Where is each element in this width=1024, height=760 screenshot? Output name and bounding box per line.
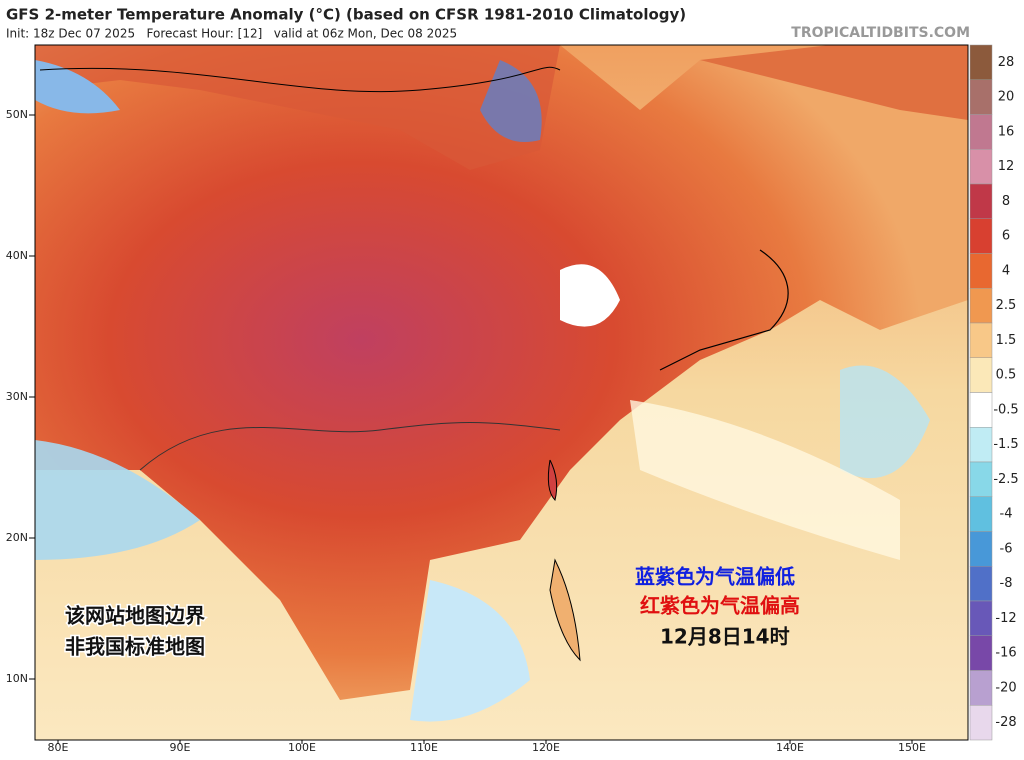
border xyxy=(39,66,561,93)
lat-label: 50N xyxy=(6,108,28,121)
colorbar-label: -0.5 xyxy=(993,402,1018,417)
border xyxy=(139,422,561,471)
colorbar-swatch xyxy=(969,566,993,602)
lat-label: 30N xyxy=(6,390,28,403)
lon-label: 80E xyxy=(48,741,69,754)
cold-region xyxy=(35,440,200,560)
colorbar-label: -8 xyxy=(1000,576,1013,591)
colorbar-label: 8 xyxy=(1002,194,1010,209)
colorbar-swatch xyxy=(969,427,993,463)
neutral-region xyxy=(630,400,900,560)
colorbar-label: 6 xyxy=(1002,229,1010,244)
colorbar-swatch xyxy=(969,79,993,115)
note-time: 12月8日14时 xyxy=(660,625,790,649)
subtitle: Init: 18z Dec 07 2025 Forecast Hour: [12… xyxy=(6,27,457,41)
colorbar-label: 16 xyxy=(998,124,1015,139)
colorbar-swatch xyxy=(969,531,993,567)
lon-label: 110E xyxy=(410,741,438,754)
warm-region xyxy=(700,45,968,120)
colorbar-label: 2.5 xyxy=(996,298,1017,313)
lat-labels: 50N 40N 30N 20N 10N xyxy=(6,108,35,685)
lon-label: 140E xyxy=(776,741,804,754)
colorbar-label: 4 xyxy=(1002,263,1010,278)
colorbar-swatch xyxy=(969,149,993,185)
colorbar-label: -2.5 xyxy=(993,472,1018,487)
lat-label: 20N xyxy=(6,531,28,544)
colorbar-label: -4 xyxy=(1000,507,1013,522)
colorbar-swatch xyxy=(969,496,993,532)
colorbar-label: 20 xyxy=(998,90,1015,105)
colorbar-swatch xyxy=(969,253,993,289)
note-red: 红紫色为气温偏高 xyxy=(640,594,800,618)
map-frame xyxy=(34,44,969,741)
lon-label: 150E xyxy=(898,741,926,754)
lat-label: 40N xyxy=(6,249,28,262)
warm-region xyxy=(35,45,560,170)
colorbar-label: 1.5 xyxy=(996,333,1017,348)
lon-labels: 80E 90E 100E 110E 120E 140E 150E xyxy=(48,740,926,754)
colorbar-swatch xyxy=(969,461,993,497)
coastline xyxy=(659,249,789,371)
map-area xyxy=(34,44,969,741)
colorbar-swatch xyxy=(969,600,993,636)
disclaimer: 该网站地图边界 xyxy=(65,604,205,628)
colorbar-label: -1.5 xyxy=(993,437,1018,452)
title: GFS 2-meter Temperature Anomaly (°C) (ba… xyxy=(6,6,686,24)
island xyxy=(547,459,558,501)
cold-region xyxy=(35,60,120,114)
colorbar-label: -6 xyxy=(1000,541,1013,556)
note-blue: 蓝紫色为气温偏低 xyxy=(635,565,795,589)
lon-label: 90E xyxy=(170,741,191,754)
colorbar-swatch xyxy=(969,218,993,254)
colorbar-swatch xyxy=(969,114,993,150)
island xyxy=(549,558,581,662)
colorbar-swatch xyxy=(969,392,993,428)
disclaimer: 非我国标准地图 xyxy=(65,635,205,659)
colorbar-label: -16 xyxy=(995,646,1016,661)
colorbar-swatch xyxy=(969,635,993,671)
cold-region xyxy=(840,365,930,479)
colorbar-label: -28 xyxy=(995,715,1016,730)
colorbar-label: 28 xyxy=(998,55,1015,70)
colorbar-swatch xyxy=(969,322,993,358)
colorbar-label: -12 xyxy=(995,611,1016,626)
lon-label: 100E xyxy=(288,741,316,754)
cold-region xyxy=(410,580,530,722)
warm-region xyxy=(35,45,968,700)
lon-label: 120E xyxy=(532,741,560,754)
colorbar-swatch xyxy=(969,288,993,324)
colorbar-swatch xyxy=(969,357,993,393)
colorbar-label: -20 xyxy=(995,680,1016,695)
neutral-region xyxy=(560,264,620,327)
colorbar-swatch xyxy=(969,183,993,219)
colorbar: 28 20 16 12 8 6 4 2.5 1.5 0.5 -0.5 -1.5 -2.5 -4 -6 -8 -1… xyxy=(969,44,1019,741)
lat-label: 10N xyxy=(6,672,28,685)
colorbar-label: 12 xyxy=(998,159,1015,174)
source: TROPICALTIDBITS.COM xyxy=(791,25,970,41)
colorbar-label: 0.5 xyxy=(996,368,1017,383)
colorbar-swatch xyxy=(969,705,993,741)
colorbar-swatch xyxy=(969,670,993,706)
colorbar-swatch xyxy=(969,44,993,80)
